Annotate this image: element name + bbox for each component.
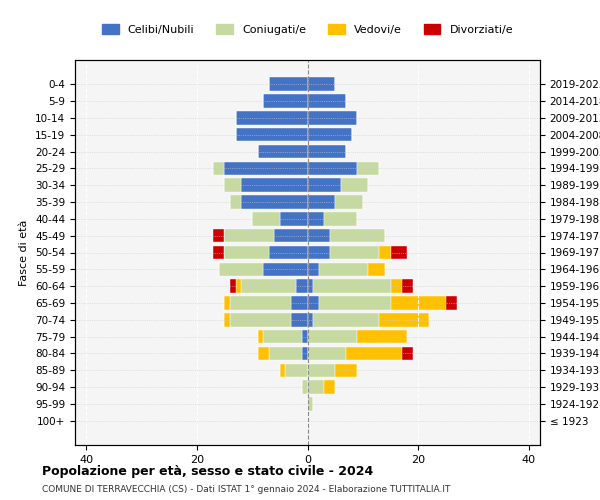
Bar [308, 280, 313, 293]
Bar [308, 229, 329, 242]
Bar [302, 346, 308, 360]
Bar [313, 313, 379, 326]
Bar [346, 346, 401, 360]
Bar [335, 364, 358, 377]
Bar [263, 262, 308, 276]
Bar [401, 346, 413, 360]
Bar [230, 280, 236, 293]
Bar [269, 78, 308, 91]
Bar [308, 330, 358, 344]
Text: Popolazione per età, sesso e stato civile - 2024: Popolazione per età, sesso e stato civil… [42, 465, 373, 478]
Bar [391, 296, 446, 310]
Bar [308, 128, 352, 141]
Bar [379, 313, 429, 326]
Bar [219, 262, 263, 276]
Bar [230, 313, 291, 326]
Bar [224, 162, 308, 175]
Bar [224, 246, 269, 259]
Bar [224, 296, 230, 310]
Bar [319, 262, 368, 276]
Bar [308, 145, 346, 158]
Bar [224, 178, 241, 192]
Bar [252, 212, 280, 226]
Bar [308, 212, 324, 226]
Bar [224, 229, 274, 242]
Bar [280, 364, 286, 377]
Bar [241, 196, 308, 209]
Bar [291, 313, 308, 326]
Bar [324, 212, 358, 226]
Bar [446, 296, 457, 310]
Bar [236, 128, 308, 141]
Bar [391, 246, 407, 259]
Bar [296, 280, 308, 293]
Bar [358, 330, 407, 344]
Legend: Celibi/Nubili, Coniugati/e, Vedovi/e, Divorziati/e: Celibi/Nubili, Coniugati/e, Vedovi/e, Di… [98, 20, 517, 39]
Bar [308, 313, 313, 326]
Bar [241, 280, 296, 293]
Bar [263, 94, 308, 108]
Bar [313, 280, 391, 293]
Bar [358, 162, 379, 175]
Bar [379, 246, 391, 259]
Bar [401, 280, 413, 293]
Bar [236, 111, 308, 124]
Bar [274, 229, 308, 242]
Bar [368, 262, 385, 276]
Bar [341, 178, 368, 192]
Bar [269, 246, 308, 259]
Bar [230, 196, 241, 209]
Bar [302, 330, 308, 344]
Bar [241, 178, 308, 192]
Bar [308, 364, 335, 377]
Bar [308, 162, 358, 175]
Bar [280, 212, 308, 226]
Bar [308, 397, 313, 410]
Bar [230, 296, 291, 310]
Bar [257, 145, 308, 158]
Bar [308, 262, 319, 276]
Bar [236, 280, 241, 293]
Bar [324, 380, 335, 394]
Bar [302, 380, 308, 394]
Bar [269, 346, 302, 360]
Bar [214, 162, 224, 175]
Bar [319, 296, 391, 310]
Bar [224, 313, 230, 326]
Bar [214, 229, 224, 242]
Bar [257, 346, 269, 360]
Bar [257, 330, 263, 344]
Y-axis label: Fasce di età: Fasce di età [19, 220, 29, 286]
Bar [391, 280, 401, 293]
Bar [335, 196, 363, 209]
Bar [263, 330, 302, 344]
Bar [308, 346, 346, 360]
Bar [214, 246, 224, 259]
Bar [329, 246, 379, 259]
Bar [308, 94, 346, 108]
Bar [308, 178, 341, 192]
Bar [308, 246, 329, 259]
Bar [286, 364, 308, 377]
Bar [308, 78, 335, 91]
Text: COMUNE DI TERRAVECCHIA (CS) - Dati ISTAT 1° gennaio 2024 - Elaborazione TUTTITAL: COMUNE DI TERRAVECCHIA (CS) - Dati ISTAT… [42, 485, 451, 494]
Bar [329, 229, 385, 242]
Bar [308, 380, 324, 394]
Bar [291, 296, 308, 310]
Bar [308, 196, 335, 209]
Bar [308, 111, 358, 124]
Bar [308, 296, 319, 310]
